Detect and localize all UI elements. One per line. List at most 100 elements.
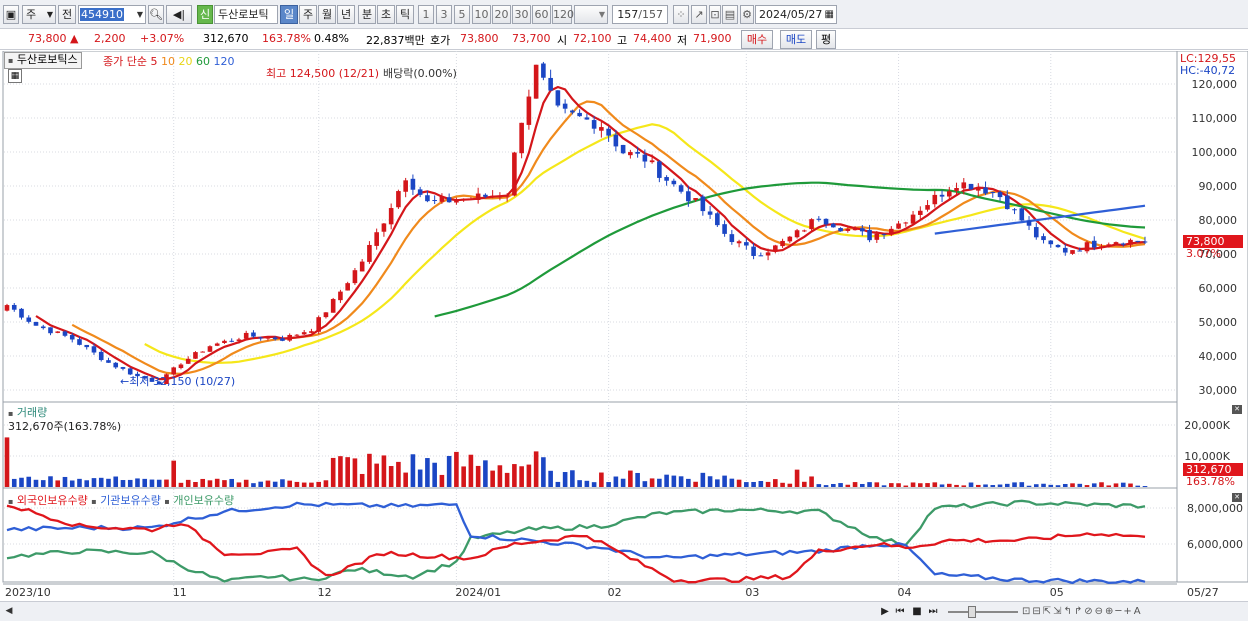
volume-bar: [222, 480, 227, 487]
volume-bar: [961, 485, 967, 487]
period-type-select[interactable]: 주 ▼: [22, 5, 56, 24]
open-price: 72,100: [573, 32, 612, 45]
data-table-icon[interactable]: ▦: [8, 69, 22, 83]
candle-body: [171, 367, 177, 375]
low-label: 저: [677, 34, 688, 47]
volume-bar: [497, 465, 503, 487]
tab-minute[interactable]: 분: [358, 5, 376, 24]
volume-bar: [338, 456, 343, 487]
volume-bar: [570, 470, 575, 487]
stock-code-input[interactable]: 454910 ▼: [78, 5, 146, 24]
candle-body: [780, 240, 785, 247]
candle-body: [881, 234, 887, 236]
volume-bar: [773, 479, 778, 487]
candle-body: [577, 112, 582, 117]
candle-body: [323, 312, 329, 318]
ma10-legend: 10: [160, 55, 175, 68]
chart-area[interactable]: 120,000 110,000 100,000 90,000 80,000 70,000 6…: [0, 51, 1248, 601]
zoom-slider[interactable]: [948, 604, 1018, 619]
candle-body: [178, 364, 184, 369]
scroll-right-icon[interactable]: ▶: [881, 606, 889, 617]
volume-bar: [171, 460, 177, 487]
volume-bar: [323, 480, 329, 487]
volume-bar: [802, 481, 807, 487]
draw-tool-icon[interactable]: ↗: [691, 5, 707, 24]
volume-bar: [954, 484, 959, 487]
drawing-tools[interactable]: ⊡⊟⇱⇲↰↱⊘⊖⊕─+A: [1022, 606, 1143, 617]
chevron-down-icon: ▼: [46, 10, 53, 19]
interval-10[interactable]: 10: [472, 5, 491, 24]
candle-body: [69, 335, 75, 340]
interval-3[interactable]: 3: [436, 5, 452, 24]
buy-button[interactable]: 매수: [741, 30, 773, 49]
candle-body: [838, 228, 843, 232]
date-input[interactable]: 2024/05/27 ▦: [755, 5, 837, 24]
save-icon[interactable]: ▤: [722, 5, 738, 24]
interval-120[interactable]: 120: [552, 5, 574, 24]
candle-body: [990, 192, 996, 194]
volume-bar: [214, 478, 220, 487]
interval-60[interactable]: 60: [532, 5, 551, 24]
tab-year[interactable]: 년: [337, 5, 355, 24]
window-icon[interactable]: ▣: [3, 5, 19, 24]
candle-body: [649, 160, 655, 163]
gear-icon[interactable]: ⚙: [740, 5, 754, 24]
interval-custom-select[interactable]: ▼: [574, 5, 608, 24]
chart-canvas[interactable]: 120,000 110,000 100,000 90,000 80,000 70,000 6…: [0, 51, 1248, 601]
scroll-left-icon[interactable]: ◀: [5, 606, 13, 616]
volume-bar: [77, 478, 82, 487]
volume-bar: [867, 482, 872, 487]
grid-icon[interactable]: ⁘: [673, 5, 689, 24]
interval-1[interactable]: 1: [418, 5, 434, 24]
market-button[interactable]: 전: [58, 5, 76, 24]
fast-forward-icon[interactable]: ⏭: [928, 606, 938, 617]
tab-tick[interactable]: 틱: [396, 5, 414, 24]
volume-bar: [599, 472, 604, 487]
candle-body: [968, 183, 974, 190]
price-tick-label: 110,000: [1192, 112, 1238, 125]
stock-name-field: 두산로보틱: [214, 5, 278, 24]
close-icon[interactable]: ✕: [1232, 405, 1242, 414]
candle-body: [664, 177, 669, 181]
price-panel-tag[interactable]: ▪ 두산로보틱스: [4, 52, 82, 69]
candle-body: [26, 317, 32, 322]
interval-5[interactable]: 5: [454, 5, 470, 24]
current-price: 73,800 ▲: [28, 32, 79, 45]
tab-second[interactable]: 초: [377, 5, 395, 24]
tab-month[interactable]: 월: [318, 5, 336, 24]
volume-bar: [881, 485, 887, 487]
search-icon[interactable]: 🔍︎: [148, 5, 164, 24]
interval-30[interactable]: 30: [512, 5, 531, 24]
tab-day[interactable]: 일: [280, 5, 298, 24]
panel-square-icon: ▪: [8, 56, 14, 65]
candle-body: [149, 377, 155, 382]
sell-button[interactable]: 매도: [780, 30, 812, 49]
eval-button[interactable]: 평: [816, 30, 836, 49]
volume-bar: [164, 479, 169, 487]
speaker-icon[interactable]: ◀|: [166, 5, 192, 24]
holdings-legend: ▪ 외국인보유수량 ▪ 기관보유수량 ▪ 개인보유수량: [8, 492, 234, 508]
candle-body: [345, 283, 350, 291]
candle-body: [686, 191, 691, 202]
data-count-field[interactable]: 157/157: [612, 5, 668, 24]
last-pct-tag: 3.07%: [1186, 247, 1221, 260]
price-panel-frame: [2, 51, 1178, 403]
stop-icon[interactable]: ■: [912, 606, 922, 617]
candle-body: [860, 228, 865, 232]
lock-icon[interactable]: ⊡: [709, 5, 721, 24]
calendar-icon[interactable]: ▦: [824, 9, 834, 20]
close-icon[interactable]: ✕: [1232, 493, 1242, 502]
chart-scrollbar[interactable]: ◀ ▶ ⏮ ■ ⏭ ⊡⊟⇱⇲↰↱⊘⊖⊕─+A: [0, 601, 1248, 621]
volume-bar: [997, 484, 1003, 487]
volume-bar: [903, 485, 909, 487]
candle-body: [765, 252, 771, 256]
volume-bar: [280, 479, 285, 487]
volume-bar: [294, 481, 300, 487]
volume-bar: [591, 482, 597, 487]
rewind-icon[interactable]: ⏮: [895, 606, 905, 617]
price-tick-label: 90,000: [1199, 180, 1238, 193]
candle-body: [113, 362, 119, 368]
volume-bar: [635, 472, 640, 487]
interval-20[interactable]: 20: [492, 5, 511, 24]
tab-week[interactable]: 주: [299, 5, 317, 24]
